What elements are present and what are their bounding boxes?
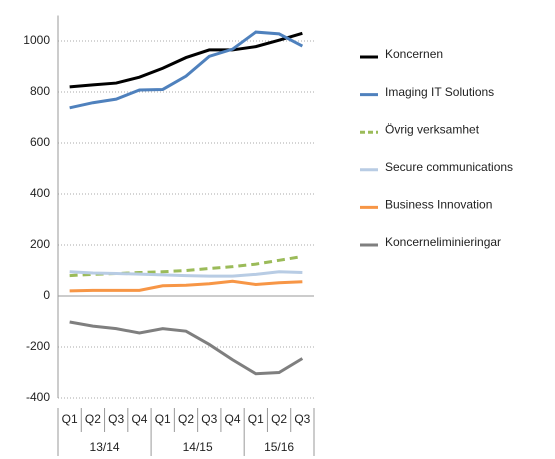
x-tick-label: Q2 xyxy=(178,412,194,426)
x-tick-label: Q4 xyxy=(131,412,147,426)
legend-label: Business Innovation xyxy=(385,198,492,212)
series-line xyxy=(69,320,304,376)
legend-label: Secure communications xyxy=(385,160,513,174)
series-line xyxy=(69,270,303,278)
y-tick-label: -400 xyxy=(26,390,50,404)
x-tick-label: Q1 xyxy=(155,412,171,426)
x-tick-label: Q3 xyxy=(294,412,310,426)
series-line xyxy=(69,30,304,110)
y-tick-label: 800 xyxy=(30,84,50,98)
y-tick-label: 0 xyxy=(43,288,50,302)
group-label: 14/15 xyxy=(183,440,213,454)
y-tick-label: 200 xyxy=(30,237,50,251)
y-tick-label: 1000 xyxy=(23,33,50,47)
legend-label: Koncernen xyxy=(385,47,443,61)
series-line xyxy=(69,31,303,89)
x-tick-label: Q1 xyxy=(62,412,78,426)
series-line xyxy=(69,279,303,293)
group-label: 15/16 xyxy=(264,440,294,454)
legend-label: Koncerneliminieringar xyxy=(385,235,501,249)
x-tick-label: Q1 xyxy=(248,412,264,426)
x-tick-label: Q4 xyxy=(225,412,241,426)
legend-label: Övrig verksamhet xyxy=(385,122,480,136)
legend-label: Imaging IT Solutions xyxy=(385,85,494,99)
y-tick-label: 400 xyxy=(30,186,50,200)
x-tick-label: Q3 xyxy=(108,412,124,426)
x-tick-label: Q2 xyxy=(85,412,101,426)
y-tick-label: 600 xyxy=(30,135,50,149)
group-label: 13/14 xyxy=(90,440,120,454)
y-tick-label: -200 xyxy=(26,339,50,353)
x-tick-label: Q2 xyxy=(271,412,287,426)
x-tick-label: Q3 xyxy=(201,412,217,426)
